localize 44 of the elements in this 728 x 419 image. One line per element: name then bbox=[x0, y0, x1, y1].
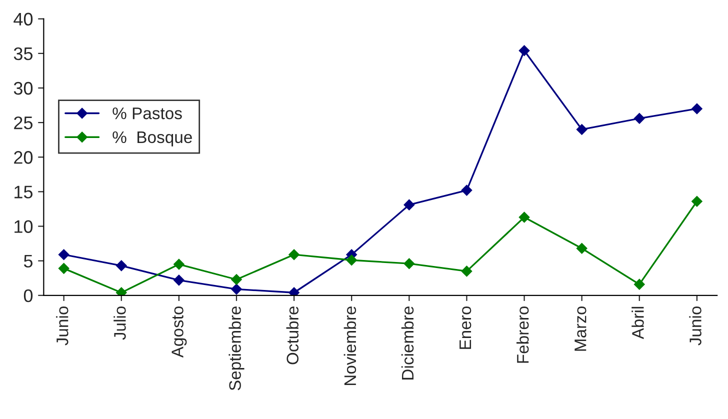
x-tick-label: Junio bbox=[689, 306, 702, 346]
x-tick-label: Marzo bbox=[574, 306, 586, 351]
x-tick-label: Noviembre bbox=[344, 306, 356, 386]
y-tick-label: 40 bbox=[14, 12, 33, 26]
y-tick-label: 25 bbox=[14, 116, 33, 130]
x-tick-label: Julio bbox=[114, 306, 126, 340]
x-tick-label: Enero bbox=[460, 306, 472, 349]
point bbox=[231, 284, 242, 295]
point bbox=[288, 249, 300, 260]
point bbox=[461, 184, 472, 196]
point bbox=[116, 260, 127, 272]
x-tick-label: Agosto bbox=[172, 306, 187, 358]
x-tick-label: Octubre bbox=[286, 306, 299, 364]
x-tick-label: Abril bbox=[632, 306, 644, 340]
point bbox=[518, 45, 530, 56]
x-tick-label: Febrero bbox=[516, 306, 529, 363]
point bbox=[404, 258, 415, 270]
legend-label: % Bosque bbox=[112, 131, 192, 146]
point bbox=[174, 274, 184, 286]
point bbox=[404, 199, 415, 210]
legend-label: % Pastos bbox=[112, 108, 182, 120]
point bbox=[58, 263, 70, 274]
point bbox=[576, 242, 588, 254]
x-tick-label: Diciembre bbox=[401, 306, 414, 380]
y-tick-label: 30 bbox=[14, 82, 33, 95]
x-tick-label: Junio bbox=[56, 306, 68, 346]
point bbox=[576, 124, 588, 135]
point bbox=[634, 278, 645, 290]
point bbox=[174, 258, 184, 270]
y-tick-label: 35 bbox=[14, 47, 33, 60]
y-tick-label: 20 bbox=[14, 151, 33, 164]
y-tick-label: 0 bbox=[24, 289, 33, 302]
y-tick-label: 5 bbox=[24, 254, 33, 268]
point bbox=[518, 212, 530, 223]
y-tick-label: 10 bbox=[14, 220, 33, 233]
point bbox=[231, 274, 242, 285]
point bbox=[692, 196, 702, 207]
y-tick-label: 15 bbox=[14, 186, 33, 198]
point bbox=[346, 254, 358, 266]
point bbox=[461, 266, 472, 277]
x-tick-label: Septiembre bbox=[228, 306, 244, 390]
point bbox=[692, 103, 702, 114]
point bbox=[58, 249, 70, 260]
point bbox=[634, 112, 645, 124]
